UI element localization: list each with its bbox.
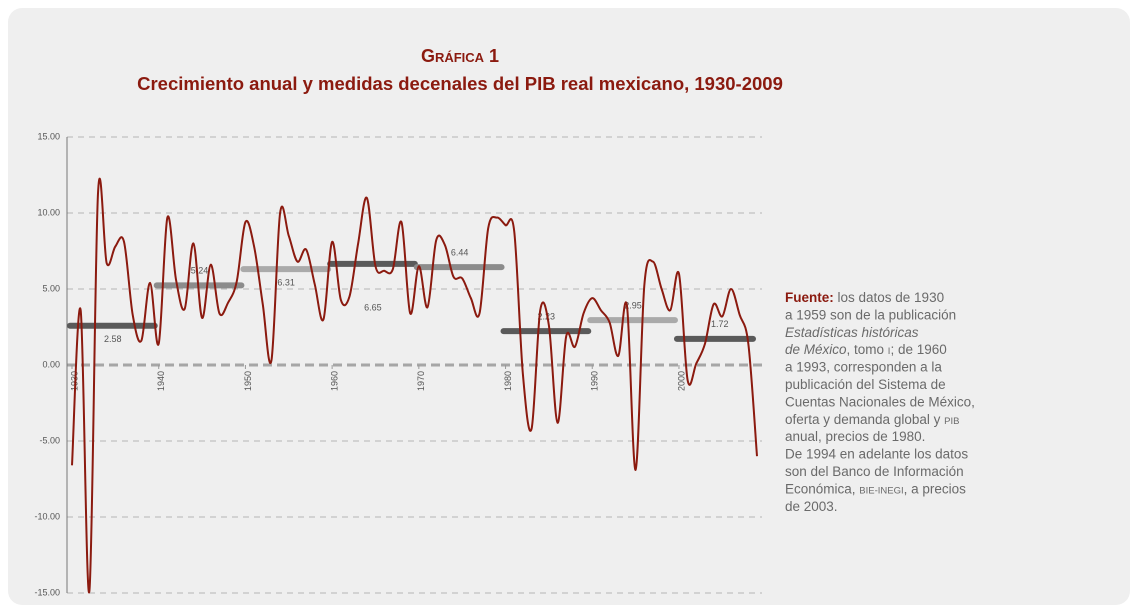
x-tick-label: 1960 [330,371,340,391]
source-lead: Fuente: [785,290,834,305]
source-text: los datos de 1930 [834,290,944,305]
source-text: anual, precios de 1980. [785,429,925,444]
source-text: Cuentas Nacionales de México, [785,394,975,409]
y-tick-label: -5.00 [39,435,60,445]
source-text: son del Banco de Información [785,464,964,479]
source-text: Económica, [785,481,859,496]
source-line: son del Banco de Información [785,464,964,479]
source-text: De 1994 en adelante los datos [785,447,968,462]
x-tick-label: 1940 [156,371,166,391]
source-line: a 1993, corresponden a la [785,360,942,375]
source-line: de 2003. [785,499,838,514]
decade-mean-label: 2.23 [538,311,556,321]
source-line: publicación del Sistema de [785,377,946,392]
panel [8,8,1130,605]
source-line: De 1994 en adelante los datos [785,447,968,462]
source-line: Fuente: los datos de 1930 [785,290,944,305]
source-text: a 1959 son de la publicación [785,307,956,322]
source-line: oferta y demanda global y PIB [785,412,959,427]
source-text: I [888,346,891,357]
source-text: publicación del Sistema de [785,377,946,392]
source-line: Cuentas Nacionales de México, [785,394,975,409]
source-text: ; de 1960 [890,342,946,357]
y-tick-label: 0.00 [42,359,60,369]
source-line: anual, precios de 1980. [785,429,925,444]
y-tick-label: 5.00 [42,283,60,293]
decade-mean-label: 5.24 [191,266,209,276]
source-text: Estadísticas históricas [785,325,919,340]
y-tick-label: 10.00 [37,207,60,217]
x-tick-label: 1980 [503,371,513,391]
y-tick-label: -10.00 [34,511,60,521]
decade-mean-label: 1.72 [711,319,729,329]
chart-subtitle: Crecimiento anual y medidas decenales de… [137,73,783,94]
y-tick-label: 15.00 [37,131,60,141]
source-line: de México, tomo I; de 1960 [785,342,947,357]
source-text: , a precios [904,481,967,496]
source-text: oferta y demanda global y [785,412,944,427]
decade-mean-label: 6.44 [451,247,469,257]
source-line: a 1959 son de la publicación [785,307,956,322]
source-text: PIB [944,416,959,427]
decade-mean-label: 6.65 [364,302,382,312]
x-tick-label: 1950 [243,371,253,391]
x-tick-label: 2000 [676,371,686,391]
source-note: Fuente: los datos de 1930 a 1959 son de l… [785,290,975,514]
source-line: Económica, BIE-INEGI, a precios [785,481,966,496]
decade-mean-label: 2.95 [624,301,642,311]
source-line: Estadísticas históricas [785,325,919,340]
decade-mean-label: 2.58 [104,334,122,344]
source-text: BIE-INEGI [859,485,903,496]
growth-line [71,177,758,594]
x-tick-label: 1990 [590,371,600,391]
source-text: de 2003. [785,499,838,514]
source-text: , tomo [847,342,888,357]
source-text: a 1993, corresponden a la [785,360,942,375]
y-tick-label: -15.00 [34,587,60,597]
source-text: de México [785,342,847,357]
x-tick-label: 1970 [416,371,426,391]
chart-title: Gráfica 1 [421,46,499,66]
decade-mean-label: 6.31 [277,277,295,287]
